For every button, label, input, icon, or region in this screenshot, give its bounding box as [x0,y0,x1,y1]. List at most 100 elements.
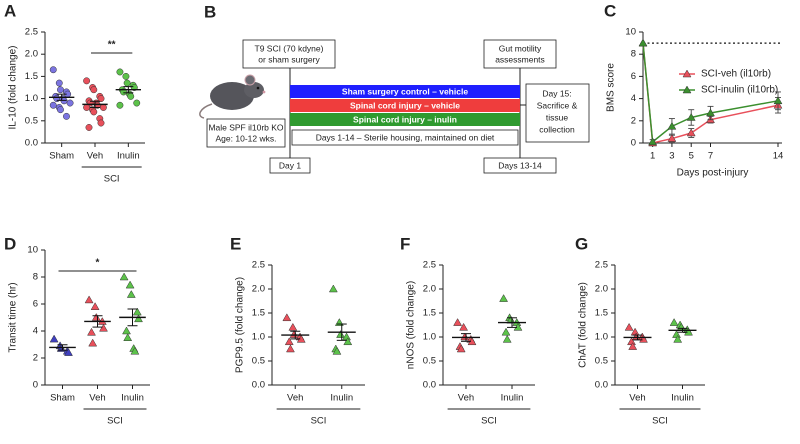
x-tick-label: Veh [458,393,474,404]
group-label: SCI [481,416,497,427]
data-point [706,108,715,117]
data-point [63,112,70,120]
data-point [119,272,129,281]
study-design: B T9 SCI (70 kdyne) or sham surgery Gut … [199,2,590,174]
x-tick-label: 3 [669,151,674,162]
y-axis-label: BMS score [606,63,617,112]
endpoint-text: tissue [546,112,568,122]
data-point [453,318,463,326]
surgery-text: T9 SCI (70 kdyne) [255,43,324,53]
data-point [288,322,298,331]
y-tick-label: 1.0 [25,93,38,104]
y-tick-label: 1.5 [595,308,608,319]
group-label: Sham surgery control – vehicle [342,86,468,96]
panel-letter: F [400,234,410,253]
data-point [638,38,648,47]
end-box [483,157,557,174]
group-label: SCI [652,416,668,427]
endpoint-text: Sacrifice & [537,100,578,110]
data-point [130,346,140,355]
data-point [669,318,679,326]
y-tick-label: 2.5 [252,260,265,271]
data-point [456,344,466,353]
data-point [49,334,59,343]
data-point [93,101,101,109]
data-point [99,104,107,111]
mouse-eye [256,86,260,90]
y-tick-label: 0 [631,138,636,149]
mouse-illustration [199,74,266,119]
chart-panel: D 0 2 4 6 8 10 Transit time (hr) Sham Veh Inulin SC… [4,234,150,427]
housing-text: Days 1-14 – Sterile housing, maintained … [316,132,495,142]
surgery-text: or sham surgery [258,54,320,64]
data-point [648,137,658,146]
data-point [123,79,131,87]
y-axis-label: IL-10 (fold change) [8,46,19,130]
y-axis-label: nNOS (fold change) [406,281,417,369]
group-label: Spinal cord injury – vehicle [350,100,460,110]
group-label: Spinal cord injury – inulin [353,114,457,124]
y-tick-label: 0.5 [25,115,38,126]
data-point [343,337,353,346]
x-tick-label: Veh [287,393,303,404]
data-point [88,338,98,347]
x-tick-label: Sham [50,393,75,404]
x-tick-label: Inulin [330,393,353,404]
significance-label: * [96,258,100,269]
data-point [499,294,509,302]
data-point [501,327,511,336]
y-tick-label: 6 [33,299,38,310]
x-tick-label: 14 [773,151,784,162]
data-point [123,333,133,341]
data-point [57,86,64,94]
data-point [49,66,57,74]
y-axis-label: Transit time (hr) [8,282,19,352]
y-axis-label: ChAT (fold change) [578,282,589,368]
panel-letter: E [230,234,241,253]
x-tick-label: Veh [87,151,103,162]
mouse-tail [199,103,213,119]
y-tick-label: 2.5 [595,260,608,271]
mice-box [206,118,286,148]
y-tick-label: 8 [631,49,636,60]
data-point [122,326,131,335]
assessment-text: assessments [495,54,545,64]
panel-letter: B [204,2,216,21]
data-point [87,327,96,336]
data-point [282,313,292,322]
group-bar [290,99,520,112]
data-point [336,330,345,338]
data-point [332,346,342,355]
x-tick-label: Veh [629,393,645,404]
y-tick-label: 2.5 [423,260,436,271]
y-tick-label: 4 [33,326,38,337]
data-point [84,295,94,304]
x-tick-label: Inulin [501,393,524,404]
data-point [686,128,696,137]
y-tick-label: 2.0 [423,284,436,295]
y-tick-label: 1.5 [252,308,265,319]
data-point [667,134,677,142]
data-point [64,348,73,356]
y-tick-label: 0.5 [423,356,436,367]
y-tick-label: 2.5 [25,27,38,38]
y-tick-label: 1.0 [423,332,436,343]
panel-letter: G [575,234,588,253]
significance-label: ** [108,40,116,51]
panel-letter: A [4,1,16,20]
y-tick-label: 1.0 [252,332,265,343]
chart-panel: F 0.0 0.5 1.0 1.5 2.0 2.5 nNOS (fold change) Veh… [400,234,535,427]
data-point [55,79,63,87]
y-tick-label: 1.5 [423,308,436,319]
data-point [97,119,105,127]
group-label: SCI [104,174,120,185]
data-point [628,342,638,350]
data-point [90,86,98,94]
data-point [122,72,130,80]
data-point [502,334,512,343]
y-tick-label: 0 [33,380,38,391]
chart-panel: A 0.0 0.5 1.0 1.5 2.0 2.5 IL-10 (fold change) Sh… [4,1,145,185]
data-point [134,314,143,323]
data-point [126,290,136,298]
y-tick-label: 2 [631,115,636,126]
